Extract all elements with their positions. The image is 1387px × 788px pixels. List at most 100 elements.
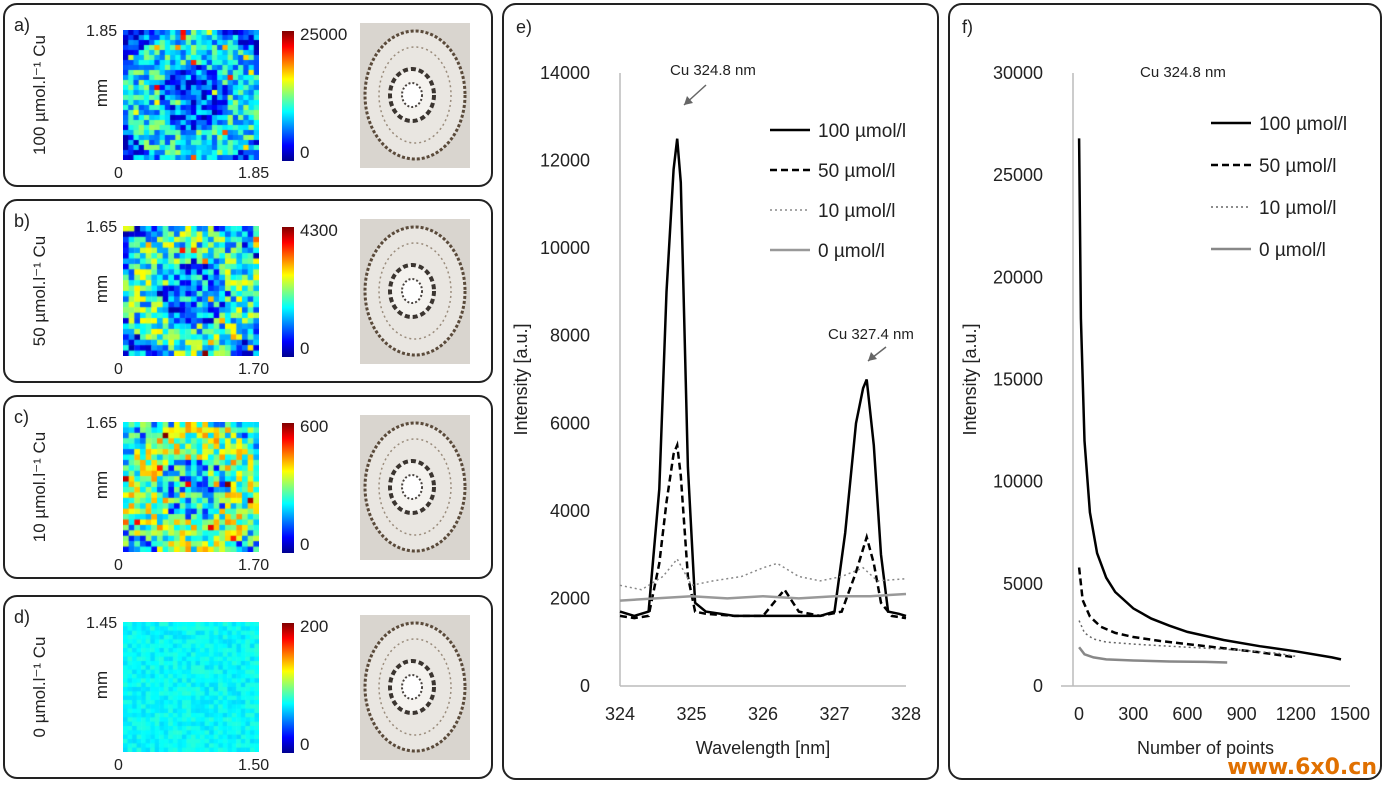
x-tick-label: 1500 xyxy=(1330,704,1370,724)
y-tick-label: 30000 xyxy=(993,63,1043,83)
panel-letter: e) xyxy=(516,17,532,37)
y-tick-label: 20000 xyxy=(993,267,1043,287)
heatmap-image xyxy=(123,226,259,356)
y-unit-label: mm xyxy=(92,274,112,304)
colorbar xyxy=(282,31,294,161)
panel-letter: a) xyxy=(14,15,31,35)
legend-label: 10 µmol/l xyxy=(1259,198,1336,219)
y-tick-label: 15000 xyxy=(993,370,1043,390)
root-section-photo xyxy=(360,615,470,760)
y-tick-label: 14000 xyxy=(540,63,590,83)
series-line xyxy=(1078,620,1296,658)
x-tick-label: 1200 xyxy=(1276,704,1316,724)
series-line xyxy=(1077,138,1342,661)
watermark: www.6x0.cn xyxy=(1227,755,1377,780)
y-tick-label: 10000 xyxy=(540,238,590,258)
legend-label: 50 µmol/l xyxy=(1259,156,1336,177)
colorbar-max: 4300 xyxy=(300,221,338,240)
y-max-tick: 1.65 xyxy=(86,219,118,236)
legend-label: 0 µmol/l xyxy=(818,241,885,262)
y-unit-label: mm xyxy=(92,470,112,500)
y-tick-label: 2000 xyxy=(550,588,590,608)
concentration-label: 50 µmol.l⁻¹ Cu xyxy=(30,235,49,347)
x-max-tick: 1.70 xyxy=(238,361,270,378)
series-line xyxy=(1077,567,1296,659)
intensity-sorted-chart: f) 0 5000 10000 15000 20000 25000 30000 0 300 600 9… xyxy=(960,17,1370,758)
x-tick-label: 325 xyxy=(676,704,706,724)
x-max-tick: 1.85 xyxy=(238,165,270,182)
x-axis-title: Number of points xyxy=(1137,738,1274,758)
panel-letter: c) xyxy=(14,407,29,427)
legend-label: 50 µmol/l xyxy=(818,161,895,182)
colorbar xyxy=(282,623,294,753)
panel-e xyxy=(502,3,939,780)
colorbar xyxy=(282,227,294,357)
x-max-tick: 1.50 xyxy=(238,757,270,774)
root-section-photo xyxy=(360,415,470,560)
y-tick-label: 12000 xyxy=(540,151,590,171)
peak-annotation: Cu 324.8 nm xyxy=(1140,64,1226,81)
y-unit-label: mm xyxy=(92,670,112,700)
series-line xyxy=(619,592,907,602)
concentration-label: 10 µmol.l⁻¹ Cu xyxy=(30,431,49,543)
x-tick-label: 326 xyxy=(748,704,778,724)
x-tick-label: 0 xyxy=(1074,704,1084,724)
y-tick-label: 4000 xyxy=(550,501,590,521)
colorbar-min: 0 xyxy=(300,143,310,162)
legend-label: 100 µmol/l xyxy=(1259,114,1347,135)
colorbar-max: 600 xyxy=(300,417,329,436)
y-max-tick: 1.65 xyxy=(86,415,118,432)
x-tick-label: 600 xyxy=(1172,704,1202,724)
heatmap-image xyxy=(123,622,259,752)
series-line xyxy=(1078,646,1228,664)
concentration-label: 0 µmol.l⁻¹ Cu xyxy=(30,636,49,738)
y-max-tick: 1.85 xyxy=(86,23,118,40)
colorbar-min: 0 xyxy=(300,735,310,754)
colorbar-min: 0 xyxy=(300,339,310,358)
y-tick-label: 25000 xyxy=(993,165,1043,185)
x-min-tick: 0 xyxy=(114,757,123,774)
series-line xyxy=(619,440,907,620)
y-axis-title: Intensity [a.u.] xyxy=(511,323,531,435)
x-min-tick: 0 xyxy=(114,165,123,182)
x-min-tick: 0 xyxy=(114,361,123,378)
colorbar-max: 25000 xyxy=(300,25,348,44)
legend-label: 10 µmol/l xyxy=(818,201,895,222)
root-section-photo xyxy=(360,219,470,364)
x-tick-label: 300 xyxy=(1118,704,1148,724)
concentration-label: 100 µmol.l⁻¹ Cu xyxy=(30,35,49,155)
y-tick-label: 10000 xyxy=(993,472,1043,492)
x-tick-label: 328 xyxy=(891,704,921,724)
x-axis-title: Wavelength [nm] xyxy=(696,738,830,758)
heatmap-image xyxy=(123,30,259,160)
y-max-tick: 1.45 xyxy=(86,615,118,632)
legend-label: 0 µmol/l xyxy=(1259,240,1326,261)
spectrum-chart: e) 0 2000 4000 6000 8000 10000 12000 14000 324 325… xyxy=(511,17,921,758)
x-min-tick: 0 xyxy=(114,557,123,574)
arrow-head xyxy=(868,352,877,361)
y-tick-label: 5000 xyxy=(1003,574,1043,594)
heatmap-image xyxy=(123,422,259,552)
y-tick-label: 8000 xyxy=(550,326,590,346)
peak-annotation: Cu 327.4 nm xyxy=(828,326,914,343)
x-max-tick: 1.70 xyxy=(238,557,270,574)
y-tick-label: 6000 xyxy=(550,413,590,433)
panel-letter: b) xyxy=(14,211,31,231)
y-tick-label: 0 xyxy=(580,676,590,696)
peak-annotation: Cu 324.8 nm xyxy=(670,62,756,79)
panel-letter: d) xyxy=(14,607,31,627)
y-unit-label: mm xyxy=(92,78,112,108)
colorbar-min: 0 xyxy=(300,535,310,554)
panel-letter: f) xyxy=(962,17,973,37)
y-tick-label: 0 xyxy=(1033,676,1043,696)
colorbar xyxy=(282,423,294,553)
panel-f xyxy=(948,3,1382,780)
x-tick-label: 324 xyxy=(605,704,635,724)
series-line xyxy=(619,138,907,618)
legend-label: 100 µmol/l xyxy=(818,121,906,142)
y-axis-title: Intensity [a.u.] xyxy=(960,323,980,435)
root-section-photo xyxy=(360,23,470,168)
arrow-head xyxy=(684,96,693,105)
x-tick-label: 900 xyxy=(1227,704,1257,724)
x-tick-label: 327 xyxy=(819,704,849,724)
